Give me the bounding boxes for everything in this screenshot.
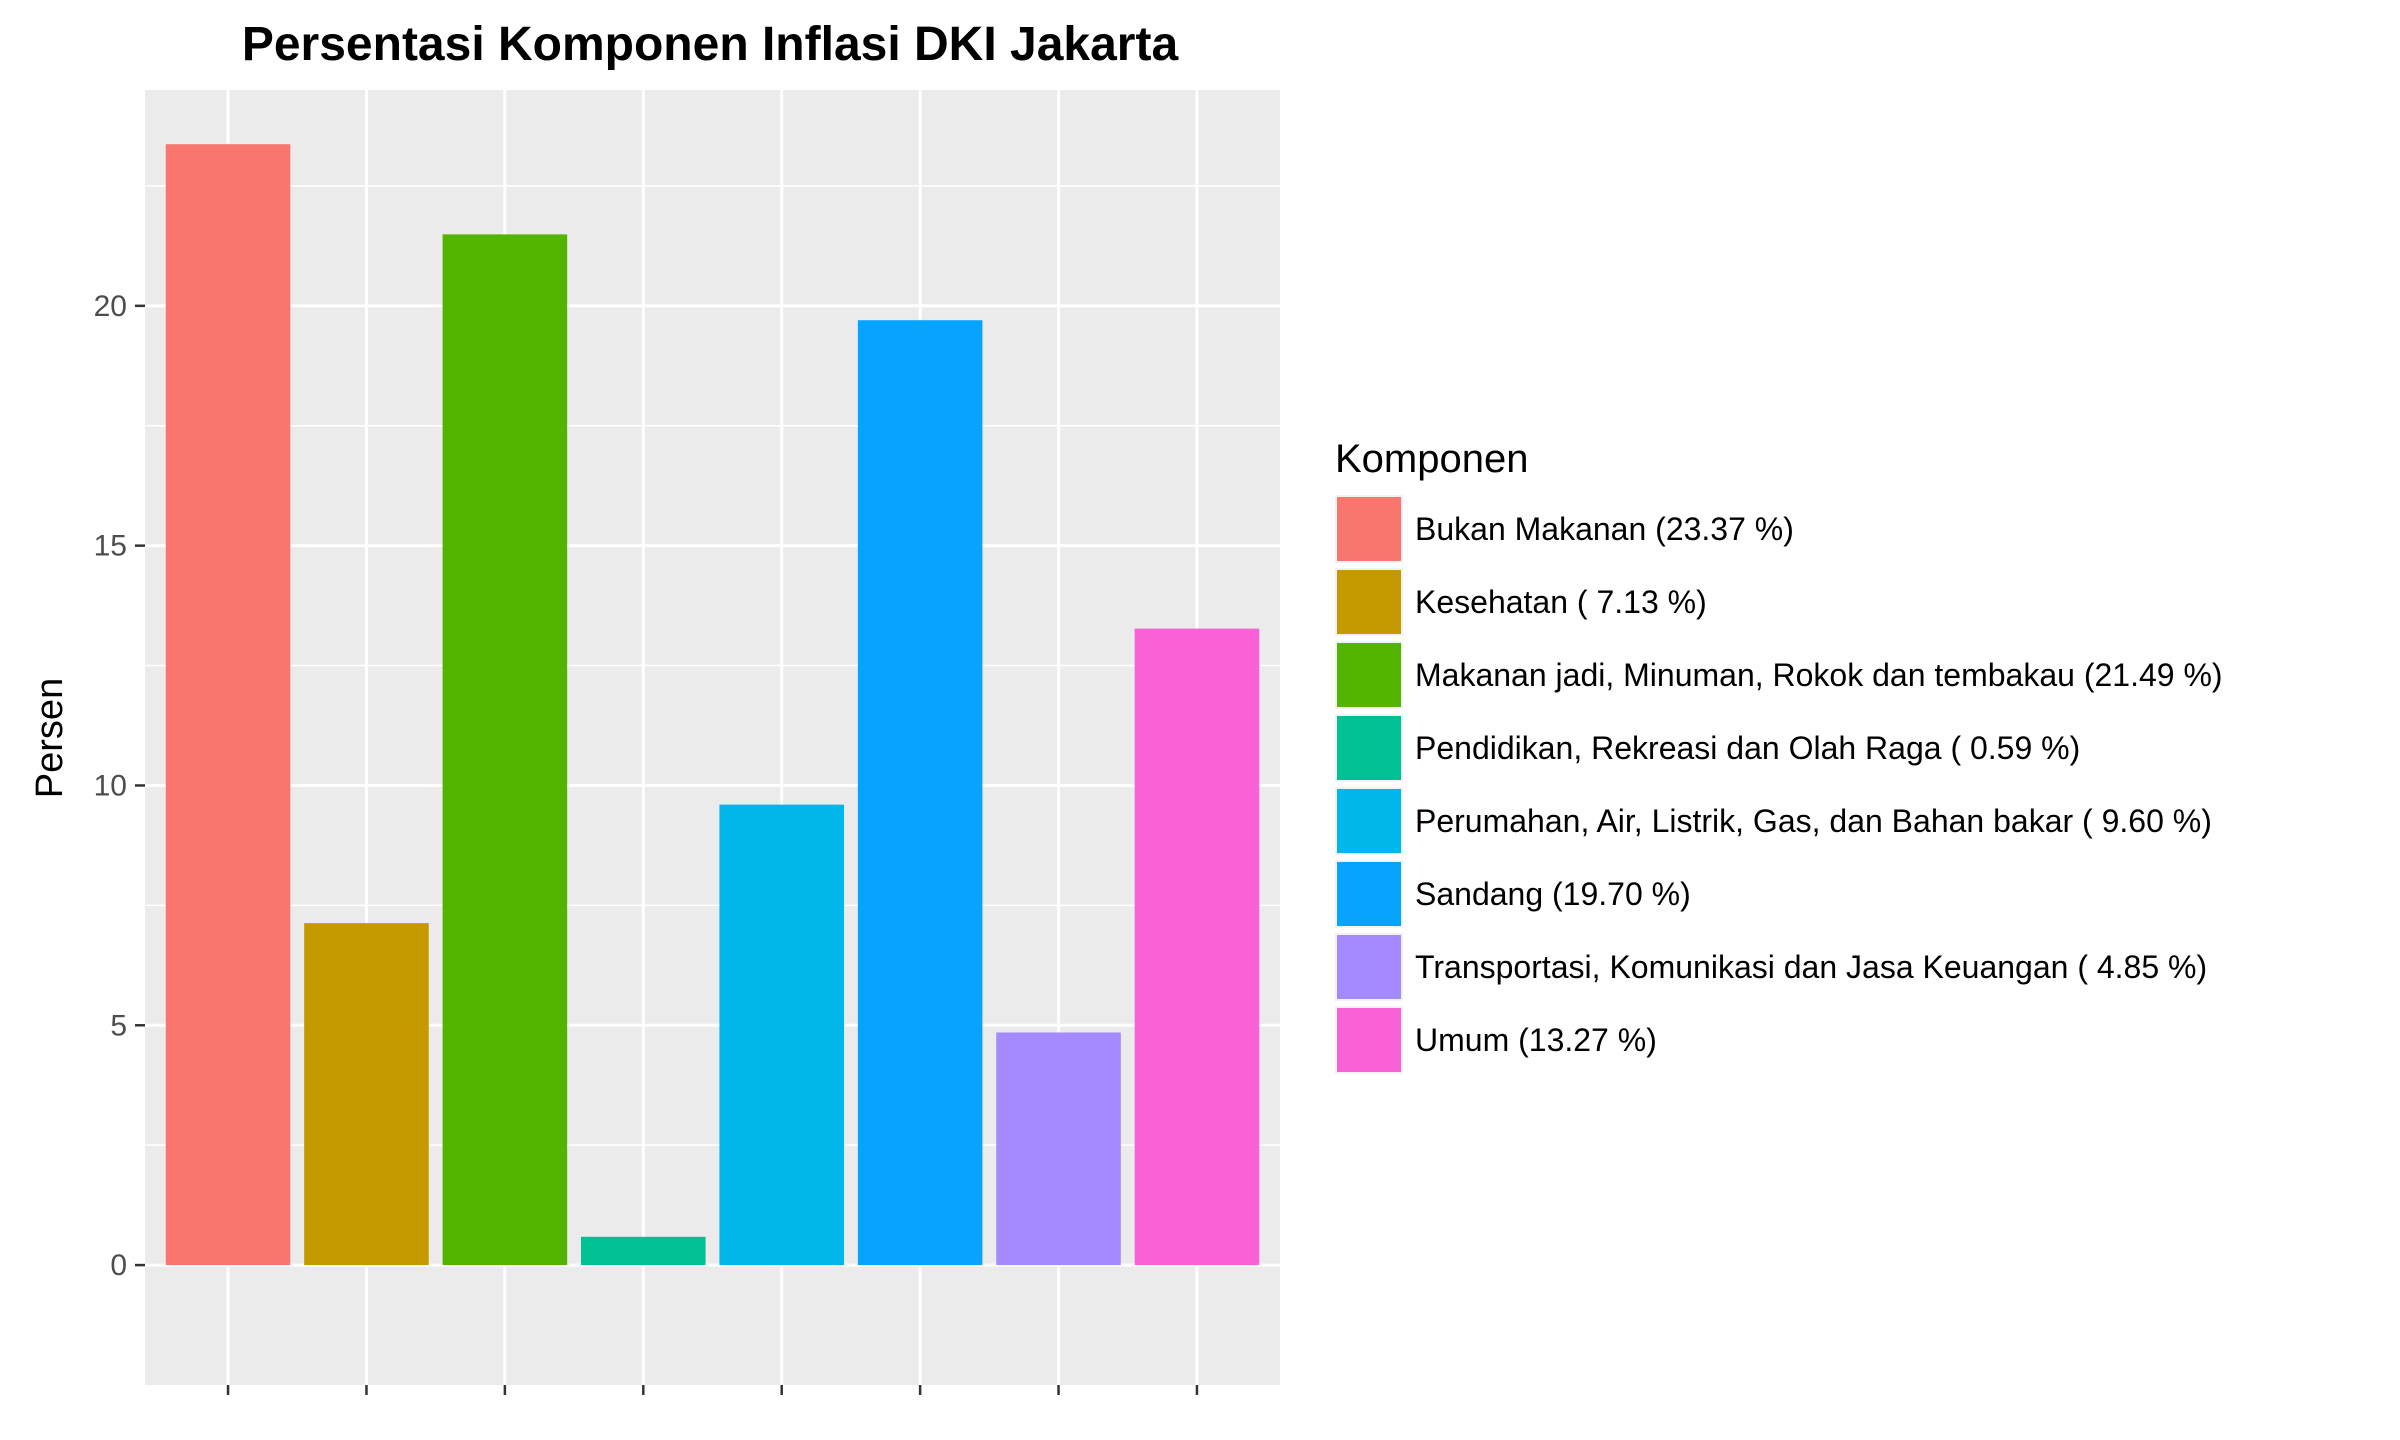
bar — [857, 320, 983, 1266]
legend-swatch — [1337, 862, 1401, 926]
legend-swatch — [1337, 497, 1401, 561]
legend-swatch — [1337, 716, 1401, 780]
y-tick-label: 5 — [110, 1009, 127, 1042]
y-tick-label: 15 — [94, 530, 127, 563]
legend: Komponen Bukan Makanan (23.37 %) Kesehata… — [1335, 437, 2223, 1074]
legend-label: Umum (13.27 %) — [1415, 1022, 1657, 1058]
legend-swatch — [1337, 643, 1401, 707]
y-tick-label: 0 — [110, 1249, 127, 1282]
y-tick-label: 20 — [94, 290, 127, 323]
legend-swatch — [1337, 935, 1401, 999]
legend-label: Kesehatan ( 7.13 %) — [1415, 584, 1707, 620]
bar — [996, 1032, 1121, 1266]
legend-label: Sandang (19.70 %) — [1415, 876, 1691, 912]
bars — [165, 144, 1260, 1266]
chart-title: Persentasi Komponen Inflasi DKI Jakarta — [242, 18, 1179, 71]
bar — [165, 144, 291, 1266]
bar — [581, 1236, 706, 1266]
y-tick-label: 10 — [94, 769, 127, 802]
legend-swatch — [1337, 570, 1401, 634]
bar — [1134, 628, 1260, 1266]
legend-title: Komponen — [1335, 437, 1528, 481]
legend-label: Makanan jadi, Minuman, Rokok dan tembaka… — [1415, 657, 2223, 693]
y-axis-label: Persen — [29, 678, 71, 798]
legend-label: Transportasi, Komunikasi dan Jasa Keuang… — [1415, 949, 2207, 985]
legend-label: Bukan Makanan (23.37 %) — [1415, 511, 1794, 547]
legend-items: Bukan Makanan (23.37 %) Kesehatan ( 7.13 … — [1335, 495, 2223, 1074]
bar — [442, 234, 568, 1266]
legend-swatch — [1337, 1008, 1401, 1072]
legend-swatch — [1337, 789, 1401, 853]
bar — [304, 923, 429, 1266]
bar — [719, 804, 844, 1266]
legend-label: Pendidikan, Rekreasi dan Olah Raga ( 0.5… — [1415, 730, 2080, 766]
legend-label: Perumahan, Air, Listrik, Gas, dan Bahan … — [1415, 803, 2212, 839]
y-axis: 0 5 10 15 20 — [94, 290, 1199, 1395]
